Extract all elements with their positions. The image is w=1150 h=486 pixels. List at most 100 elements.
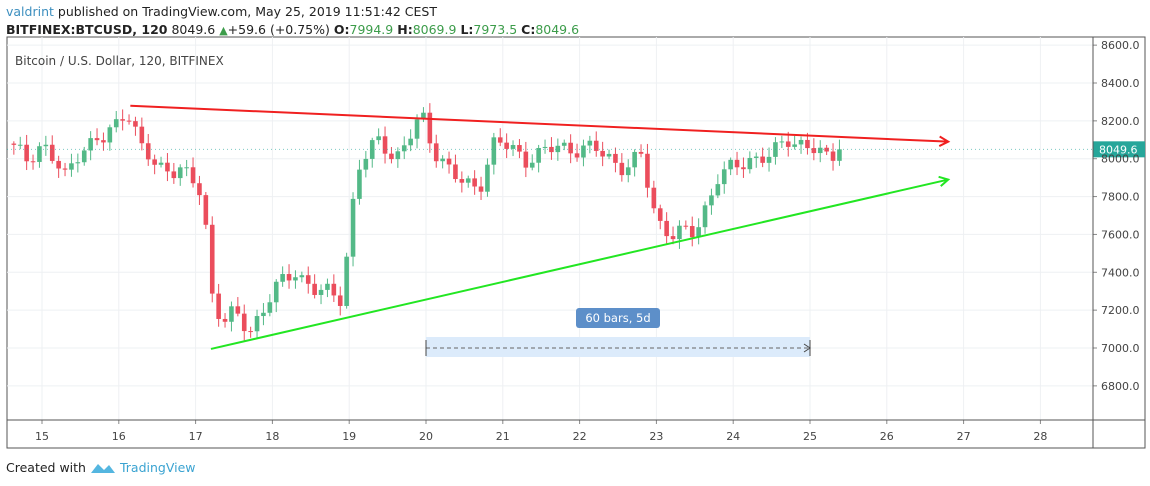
close-label: C: <box>521 22 536 37</box>
candle-body <box>542 146 548 148</box>
candle-body <box>293 277 298 281</box>
candle-body <box>241 313 247 332</box>
up-arrow-icon: ▲ <box>219 24 228 37</box>
x-tick-label: 24 <box>726 430 740 443</box>
candle-body <box>177 167 183 179</box>
candle-body <box>670 236 676 240</box>
y-tick-label: 8200.0 <box>1101 115 1140 128</box>
candle-body <box>273 281 279 303</box>
candle-body <box>56 160 61 169</box>
candle-body <box>363 158 369 170</box>
symbol: BITFINEX:BTCUSD, 120 <box>6 22 168 37</box>
candle-body <box>331 283 337 296</box>
candle-body <box>325 283 330 290</box>
measure-range <box>426 337 810 358</box>
candle-body <box>657 208 663 221</box>
candle-body <box>184 167 189 169</box>
last-price: 8049.6 <box>171 22 216 37</box>
candle-body <box>190 167 196 184</box>
candle-body <box>517 145 522 152</box>
candle-body <box>587 140 593 146</box>
candle-body <box>683 225 689 227</box>
candle-body <box>446 158 452 165</box>
y-tick-label: 6800.0 <box>1101 380 1140 393</box>
y-tick-label: 8400.0 <box>1101 77 1140 90</box>
candle-body <box>523 151 529 168</box>
x-tick-label: 21 <box>496 430 510 443</box>
candle-body <box>561 142 567 146</box>
y-tick-label: 7800.0 <box>1101 191 1140 204</box>
author-link[interactable]: valdrint <box>6 4 54 19</box>
candle-body <box>664 220 669 237</box>
candle-body <box>645 153 650 188</box>
candle-body <box>24 144 29 162</box>
x-tick-label: 20 <box>419 430 433 443</box>
candle-body <box>427 112 433 144</box>
candle-body <box>581 145 586 158</box>
high-label: H: <box>397 22 413 37</box>
candle-body <box>337 295 343 306</box>
candle-body <box>94 138 100 141</box>
candle-body <box>421 112 426 120</box>
candle-body <box>715 184 721 196</box>
tradingview-logo-icon <box>90 463 115 473</box>
tradingview-link[interactable]: TradingView <box>119 460 196 475</box>
candle-body <box>17 144 23 146</box>
candle-body <box>30 161 36 163</box>
candle-body <box>734 159 740 168</box>
candle-body <box>81 150 87 163</box>
open-value: 7994.9 <box>349 22 394 37</box>
candle-body <box>389 153 394 160</box>
low-label: L: <box>460 22 474 37</box>
candle-body <box>830 151 836 161</box>
candle-body <box>453 164 458 180</box>
candle-body <box>785 141 791 147</box>
candle-body <box>11 143 17 145</box>
x-tick-label: 28 <box>1033 430 1047 443</box>
candle-body <box>113 119 119 128</box>
candle-body <box>593 140 599 151</box>
candle-body <box>677 225 682 240</box>
candle-body <box>510 145 516 149</box>
candle-body <box>261 312 266 317</box>
candle-body <box>555 145 561 153</box>
x-tick-label: 17 <box>189 430 203 443</box>
candle-body <box>702 205 708 228</box>
created-with-text: Created with <box>6 460 86 475</box>
candle-body <box>638 151 644 154</box>
candle-body <box>88 138 93 151</box>
y-tick-label: 8600.0 <box>1101 39 1140 52</box>
candle-body <box>197 183 202 196</box>
candle-body <box>472 178 477 187</box>
candle-body <box>632 151 637 168</box>
candle-body <box>536 147 541 163</box>
support-arrow-icon <box>938 175 951 187</box>
candle-body <box>529 162 535 168</box>
x-tick-label: 27 <box>957 430 971 443</box>
x-tick-label: 25 <box>803 430 817 443</box>
candle-body <box>401 145 407 152</box>
measure-label: 60 bars, 5d <box>585 311 650 325</box>
candle-body <box>837 149 842 161</box>
candle-body <box>171 171 177 179</box>
candle-body <box>267 302 273 313</box>
candle-body <box>798 139 804 145</box>
candle-body <box>126 120 132 122</box>
support-trendline <box>210 178 949 350</box>
candle-body <box>305 275 311 284</box>
candle-body <box>254 316 260 332</box>
measure-arrow-icon <box>803 343 811 353</box>
candle-body <box>203 195 209 225</box>
publish-text: published on TradingView.com, May 25, 20… <box>57 4 437 19</box>
candle-body <box>318 289 324 295</box>
chart-title: Bitcoin / U.S. Dollar, 120, BITFINEX <box>15 54 224 68</box>
candle-body <box>741 167 746 170</box>
candle-body <box>709 195 714 206</box>
candle-body <box>395 151 401 160</box>
y-tick-label: 7000.0 <box>1101 342 1140 355</box>
candle-body <box>235 306 241 314</box>
candle-body <box>747 157 753 170</box>
candle-body <box>625 167 631 176</box>
last-price-label: 8049.6 <box>1099 143 1138 156</box>
